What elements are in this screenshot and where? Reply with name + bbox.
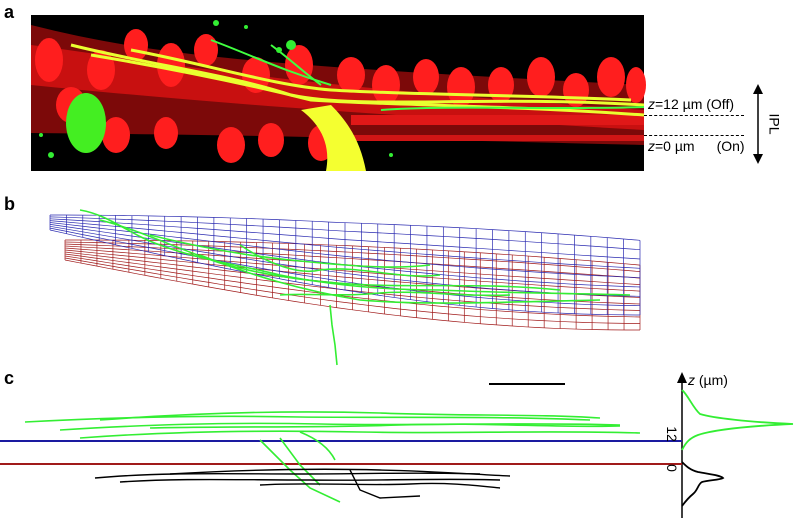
scale-bar — [489, 383, 565, 385]
panel-label-c: c — [4, 368, 15, 388]
z-off-label: z=12 µm (Off) — [648, 96, 734, 112]
z-axis-arrowhead — [677, 372, 687, 383]
ipl-double-arrow — [753, 84, 763, 164]
confocal-micrograph — [31, 15, 646, 171]
z-tick-0: 0 — [663, 464, 680, 472]
off-layer-dashed-line — [644, 115, 744, 116]
z-on-label: z=0 µm (On) — [648, 138, 745, 154]
ipl-label: IPL — [766, 113, 783, 135]
ipl-wireframe-surfaces — [49, 209, 641, 366]
panel-label-b: b — [4, 194, 15, 214]
black-density-profile — [681, 461, 725, 507]
panel-label-a: a — [4, 2, 15, 22]
z-tick-12: 12 — [663, 426, 680, 442]
black-cell-trace — [94, 468, 511, 499]
dendrite-trace-b — [79, 209, 631, 366]
green-density-profile — [681, 389, 794, 451]
z-axis-label: z (µm) — [688, 372, 728, 388]
side-view-traces — [0, 411, 680, 503]
dendrite-trace-c — [24, 411, 641, 503]
z-depth-profile — [668, 372, 794, 518]
on-layer-dashed-line — [644, 135, 744, 136]
